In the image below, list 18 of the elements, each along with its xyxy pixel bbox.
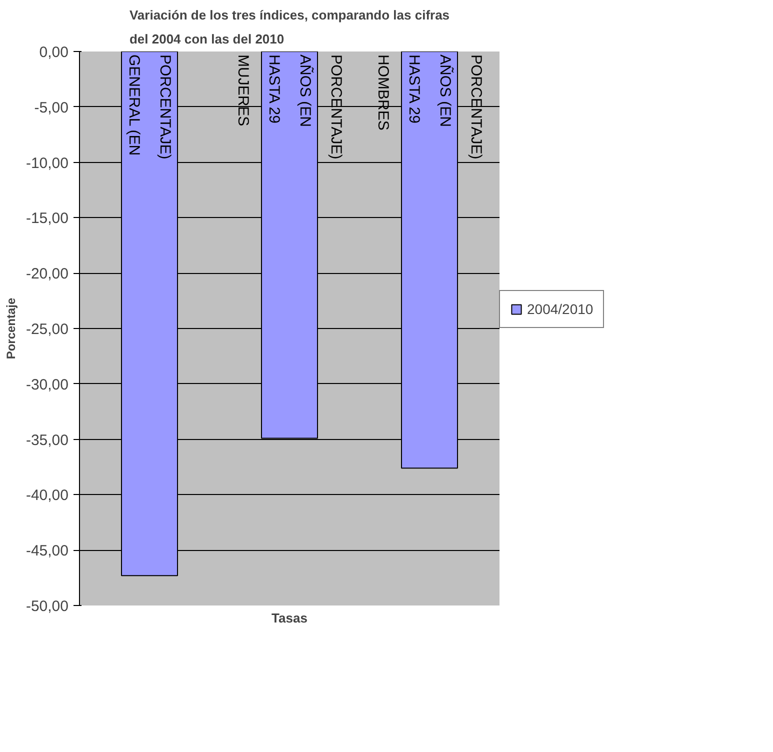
x-tick-label: MUJERES HASTA 29 AÑOS (EN PORCENTAJE) [234,54,344,160]
y-tick-label: -50,00 [26,598,69,615]
y-axis-title: Porcentaje [4,297,18,360]
x-tick-label: GENERAL (EN PORCENTAJE) [126,54,174,160]
y-tick-label: -10,00 [26,154,69,172]
y-tick-label: -25,00 [26,321,69,338]
y-tick-label: -35,00 [26,432,69,449]
x-tick-label: HOMBRES HASTA 29 AÑOS (EN PORCENTAJE) [374,54,484,160]
y-tick-label: -20,00 [26,266,69,283]
y-tick-label: -15,00 [26,210,69,228]
x-axis-title: Tasas [272,610,308,626]
y-tick-label: -30,00 [26,376,69,394]
y-tick-label: -40,00 [26,487,69,504]
y-tick-label: -45,00 [26,542,69,560]
legend-label: 2004/2010 [527,301,594,317]
y-tick-label: -5,00 [34,99,69,116]
y-tick-label: 0,00 [39,44,69,61]
chart-title: Variación de los tres índices, comparando las cifras del 2004 con las del 2010 [129,8,450,46]
